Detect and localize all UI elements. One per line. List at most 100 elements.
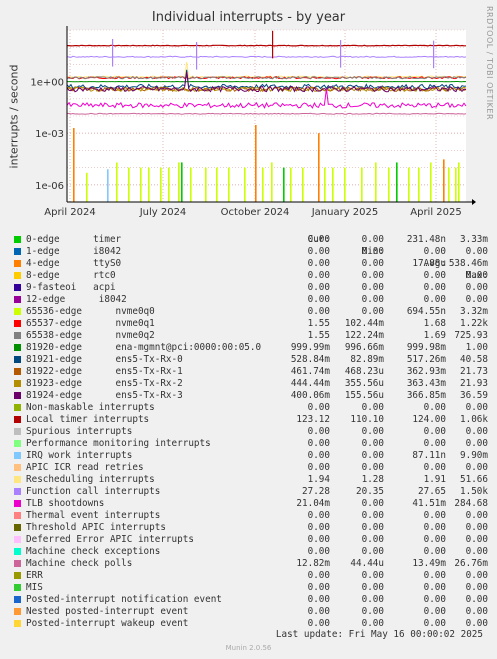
legend-avg: 0.00 <box>423 534 446 545</box>
y-tick-label: 1e+00 <box>30 78 64 89</box>
legend-swatch <box>14 380 21 387</box>
legend-min: 1.28 <box>361 474 384 485</box>
legend-min: 44.44u <box>350 558 384 569</box>
legend-swatch <box>14 248 21 255</box>
trace-machine-check-polls <box>66 112 467 115</box>
legend-cur: 27.28 <box>302 486 330 497</box>
legend-max: 0.00 <box>465 606 488 617</box>
legend-cur: 1.55 <box>307 330 330 341</box>
legend-avg: 366.85m <box>406 390 446 401</box>
chart-title: Individual interrupts - by year <box>151 10 346 25</box>
legend-label: Posted-interrupt wakeup event <box>26 618 189 629</box>
legend-min: 0.00 <box>361 402 384 413</box>
legend-cur: 0.00 <box>307 594 330 605</box>
legend-cur: 0.00 <box>307 450 330 461</box>
legend-min: 0.00 <box>361 606 384 617</box>
legend-max: 0.00 <box>465 438 488 449</box>
legend-min: 0.00 <box>361 270 384 281</box>
legend-label: 65537-edge nvme0q1 <box>26 318 155 329</box>
x-tick-label: October 2024 <box>221 207 290 218</box>
legend-row: 4-edge ttyS0 0.00 0.00 17.88u 538.46m <box>12 258 490 270</box>
legend-swatch <box>14 284 21 291</box>
legend-min: 0.00 <box>361 294 384 305</box>
legend-max: 1.22k <box>460 318 488 329</box>
legend-cur: 0.00 <box>307 234 330 245</box>
legend-swatch <box>14 608 21 615</box>
spike-peak <box>433 40 435 69</box>
legend-label: Nested posted-interrupt event <box>26 606 189 617</box>
legend-label: 81922-edge ens5-Tx-Rx-1 <box>26 366 183 377</box>
col-cur-header: Cur: <box>307 234 330 245</box>
legend-table: Cur: Min: Avg: Max: 0-edge timer 0.00 0.00… <box>12 222 490 630</box>
legend-row: APIC ICR read retries 0.00 0.00 0.00 0.00 <box>12 462 490 474</box>
plot-area: 1e+00 1e-03 1e-06 April 2024 July 2024 Octobe… <box>30 26 476 218</box>
legend-row: 0-edge timer 0.00 0.00 231.48n 3.33m <box>12 234 490 246</box>
spike-bar <box>190 167 192 202</box>
legend-row: 81923-edge ens5-Tx-Rx-2 444.44m 355.56u 363… <box>12 378 490 390</box>
legend-swatch <box>14 620 21 627</box>
legend-cur: 400.06m <box>290 390 330 401</box>
legend-cur: 0.00 <box>307 546 330 557</box>
trace-function-call <box>66 55 467 58</box>
legend-min: 0.00 <box>361 462 384 473</box>
legend-swatch <box>14 296 21 303</box>
legend-swatch <box>14 416 21 423</box>
legend-max: 9.90m <box>460 450 488 461</box>
legend-cur: 444.44m <box>290 378 330 389</box>
legend-min: 122.24m <box>344 330 384 341</box>
legend-max: 1.06k <box>460 414 488 425</box>
legend-row: 81920-edge ena-mgmnt@pci:0000:00:05.0 999… <box>12 342 490 354</box>
legend-row: Thermal event interrupts 0.00 0.00 0.00 0.00 <box>12 510 490 522</box>
legend-swatch <box>14 596 21 603</box>
legend-row: ERR 0.00 0.00 0.00 0.00 <box>12 570 490 582</box>
legend-cur: 1.55 <box>307 318 330 329</box>
legend-avg: 1.69 <box>423 330 446 341</box>
legend-row: Rescheduling interrupts 1.94 1.28 1.91 51.66 <box>12 474 490 486</box>
legend-swatch <box>14 524 21 531</box>
legend-avg: 0.00 <box>423 510 446 521</box>
legend-max: 0.00 <box>465 522 488 533</box>
col-max-header: Max: <box>465 270 488 281</box>
spike-bar <box>262 167 264 202</box>
legend-header: Cur: Min: Avg: Max: <box>12 222 490 281</box>
legend-cur: 1.94 <box>307 474 330 485</box>
legend-swatch <box>14 584 21 591</box>
legend-row: 9-fasteoi acpi 0.00 0.00 0.00 0.00 <box>12 282 490 294</box>
legend-row: 1-edge i8042 0.00 0.00 0.00 0.00 <box>12 246 490 258</box>
legend-row: 8-edge rtc0 0.00 0.00 0.00 0.00 <box>12 270 490 282</box>
rrdtool-watermark: RRDTOOL / TOBI OETIKER <box>485 6 494 121</box>
spike-bar <box>430 162 432 202</box>
legend-row: 65536-edge nvme0q0 0.00 0.00 694.55n 3.32m <box>12 306 490 318</box>
spike-bar <box>140 167 142 202</box>
legend-cur: 0.00 <box>307 246 330 257</box>
legend-max: 284.68 <box>454 498 488 509</box>
legend-min: 0.00 <box>361 234 384 245</box>
legend-avg: 87.11n <box>412 450 446 461</box>
spike-bar <box>361 167 363 202</box>
legend-avg: 41.51m <box>412 498 446 509</box>
legend-label: Performance monitoring interrupts <box>26 438 211 449</box>
legend-max: 21.93 <box>460 378 488 389</box>
legend-max: 1.50k <box>460 486 488 497</box>
legend-row: Non-maskable interrupts 0.00 0.00 0.00 0.00 <box>12 402 490 414</box>
legend-max: 0.00 <box>465 246 488 257</box>
legend-min: 20.35 <box>356 486 384 497</box>
spike-bar <box>458 162 460 202</box>
legend-max: 0.00 <box>465 534 488 545</box>
legend-label: ERR <box>26 570 43 581</box>
legend-max: 0.00 <box>465 510 488 521</box>
legend-label: APIC ICR read retries <box>26 462 144 473</box>
legend-label: Deferred Error APIC interrupts <box>26 534 194 545</box>
spike-bar <box>375 162 377 202</box>
y-tick-label: 1e-03 <box>35 129 64 140</box>
legend-label: 81921-edge ens5-Tx-Rx-0 <box>26 354 183 365</box>
legend-avg: 0.00 <box>423 462 446 473</box>
legend-avg: 0.00 <box>423 270 446 281</box>
spike-bar <box>396 162 398 202</box>
legend-label: 0-edge timer <box>26 234 122 245</box>
legend-cur: 0.00 <box>307 402 330 413</box>
legend-avg: 0.00 <box>423 594 446 605</box>
legend-cur: 123.12 <box>296 414 330 425</box>
spike-bar <box>443 159 445 202</box>
legend-min: 82.89m <box>350 354 384 365</box>
